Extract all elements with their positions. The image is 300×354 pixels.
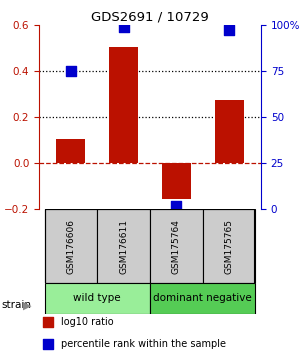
Text: GSM175765: GSM175765 <box>225 219 234 274</box>
Bar <box>162 163 191 199</box>
Text: GSM176606: GSM176606 <box>66 219 75 274</box>
Bar <box>109 47 138 163</box>
Text: wild type: wild type <box>73 293 121 303</box>
Bar <box>215 100 244 163</box>
Bar <box>44 210 97 283</box>
Bar <box>98 210 150 283</box>
Point <box>227 28 232 33</box>
Bar <box>150 283 256 314</box>
Text: log10 ratio: log10 ratio <box>61 316 114 327</box>
Point <box>174 203 179 209</box>
Point <box>46 319 50 325</box>
Bar <box>203 210 256 283</box>
Point <box>121 24 126 29</box>
Text: strain: strain <box>2 300 31 310</box>
Bar <box>56 139 85 163</box>
Text: GSM175764: GSM175764 <box>172 219 181 274</box>
Text: percentile rank within the sample: percentile rank within the sample <box>61 339 226 349</box>
Point <box>68 68 73 74</box>
Text: ▶: ▶ <box>22 301 31 311</box>
Point <box>46 341 50 347</box>
Text: GSM176611: GSM176611 <box>119 219 128 274</box>
Title: GDS2691 / 10729: GDS2691 / 10729 <box>91 11 209 24</box>
Bar <box>44 283 150 314</box>
Bar <box>150 210 203 283</box>
Text: dominant negative: dominant negative <box>154 293 252 303</box>
